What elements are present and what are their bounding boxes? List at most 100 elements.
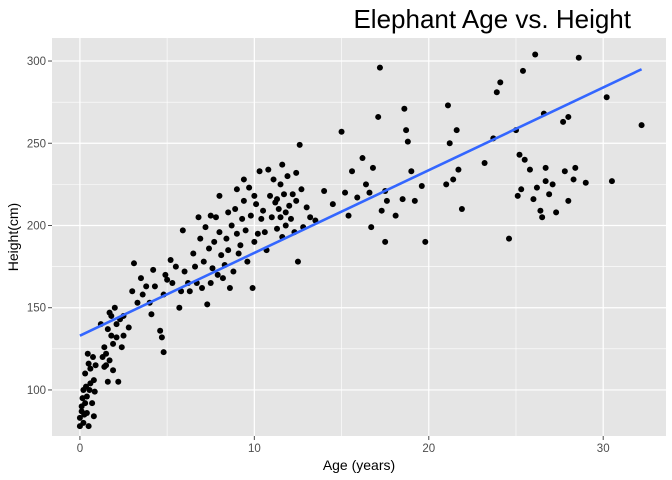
data-point (506, 235, 513, 242)
major-gridlines (52, 38, 666, 436)
data-point (404, 138, 411, 145)
data-point (516, 151, 523, 158)
data-point (179, 227, 186, 234)
data-point (418, 183, 425, 190)
data-point (366, 189, 373, 196)
data-point (82, 400, 89, 407)
data-point (83, 409, 90, 416)
data-point (235, 250, 242, 257)
data-point (230, 268, 237, 275)
data-point (110, 340, 117, 347)
data-point (267, 192, 274, 199)
data-point (542, 164, 549, 171)
data-point (293, 169, 300, 176)
data-point (239, 215, 246, 222)
data-point (129, 288, 136, 295)
data-point (85, 360, 92, 367)
data-point (293, 197, 300, 204)
data-point (92, 362, 99, 369)
data-point (321, 187, 328, 194)
data-point (497, 79, 504, 86)
data-point (530, 196, 537, 203)
data-point (274, 196, 281, 203)
data-point (565, 113, 572, 120)
data-point (270, 176, 277, 183)
data-point (104, 326, 111, 333)
data-point (560, 118, 567, 125)
data-point (261, 229, 268, 236)
data-point (181, 268, 188, 275)
data-point (253, 201, 260, 208)
data-point (108, 332, 115, 339)
data-point (383, 197, 390, 204)
data-point (157, 327, 164, 334)
data-point (87, 365, 94, 372)
data-point (186, 288, 193, 295)
data-point (211, 238, 218, 245)
data-point (82, 370, 89, 377)
y-tick-label: 150 (27, 303, 46, 315)
data-point (338, 128, 345, 135)
data-point (225, 209, 232, 216)
data-point (342, 189, 349, 196)
y-tick-label: 250 (27, 138, 46, 150)
data-point (110, 367, 117, 374)
data-point (286, 202, 293, 209)
data-point (169, 280, 176, 287)
x-tick-label: 10 (248, 443, 261, 455)
data-point (408, 168, 415, 175)
data-point (382, 238, 389, 245)
data-point (399, 196, 406, 203)
data-point (572, 164, 579, 171)
data-point (205, 245, 212, 252)
data-point (148, 311, 155, 318)
chart-title: Elephant Age vs. Height (353, 4, 631, 34)
data-point (518, 186, 525, 193)
data-point (158, 334, 165, 341)
plot-panel (52, 38, 666, 436)
data-point (307, 214, 314, 221)
data-point (113, 334, 120, 341)
data-point (233, 230, 240, 237)
data-point (83, 393, 90, 400)
data-point (450, 176, 457, 183)
data-point (369, 164, 376, 171)
data-point (638, 122, 645, 129)
data-point (532, 51, 539, 58)
y-tick-label: 100 (27, 385, 46, 397)
data-point (164, 276, 171, 283)
data-point (268, 214, 275, 221)
data-point (137, 275, 144, 282)
data-point (458, 206, 465, 213)
data-point (526, 166, 533, 173)
data-point (282, 209, 289, 216)
data-point (106, 357, 113, 364)
data-point (289, 191, 296, 198)
data-point (287, 215, 294, 222)
data-point (139, 291, 146, 298)
data-point (115, 378, 122, 385)
data-point (130, 260, 137, 267)
data-point (90, 413, 97, 420)
data-point (197, 235, 204, 242)
data-point (195, 214, 202, 221)
data-point (232, 206, 239, 213)
axis-ticks: 0 10 20 30 100 150 200 250 300 (27, 56, 610, 455)
data-point (214, 271, 221, 278)
data-point (86, 386, 93, 393)
data-point (200, 258, 207, 265)
data-point (160, 349, 167, 356)
data-point (228, 222, 235, 229)
data-point (570, 176, 577, 183)
data-point (401, 105, 408, 112)
data-point (539, 214, 546, 221)
data-point (542, 178, 549, 185)
data-point (89, 354, 96, 361)
data-point (113, 321, 120, 328)
data-point (298, 186, 305, 193)
data-point (422, 238, 429, 245)
data-point (242, 227, 249, 234)
data-point (192, 263, 199, 270)
data-point (204, 301, 211, 308)
data-point (219, 275, 226, 282)
